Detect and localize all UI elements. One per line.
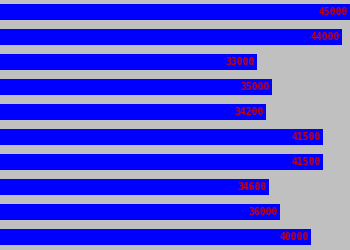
Bar (0, 104, 266, 120)
Text: 34600: 34600 (238, 182, 267, 192)
Text: 41500: 41500 (292, 157, 321, 167)
Text: 44000: 44000 (311, 32, 340, 42)
Text: 45000: 45000 (318, 7, 348, 17)
Bar (0, 204, 280, 220)
Text: 33000: 33000 (225, 57, 255, 67)
Text: 40000: 40000 (280, 232, 309, 242)
Bar (0, 54, 257, 70)
Bar (0, 29, 342, 45)
Bar (0, 4, 350, 20)
Text: 34200: 34200 (234, 107, 264, 117)
Bar (0, 154, 323, 170)
Bar (0, 79, 272, 95)
Bar (0, 179, 269, 195)
Bar (0, 129, 323, 145)
Bar (0, 229, 311, 245)
Text: 41500: 41500 (292, 132, 321, 142)
Text: 36000: 36000 (248, 207, 278, 217)
Text: 35000: 35000 (241, 82, 270, 92)
